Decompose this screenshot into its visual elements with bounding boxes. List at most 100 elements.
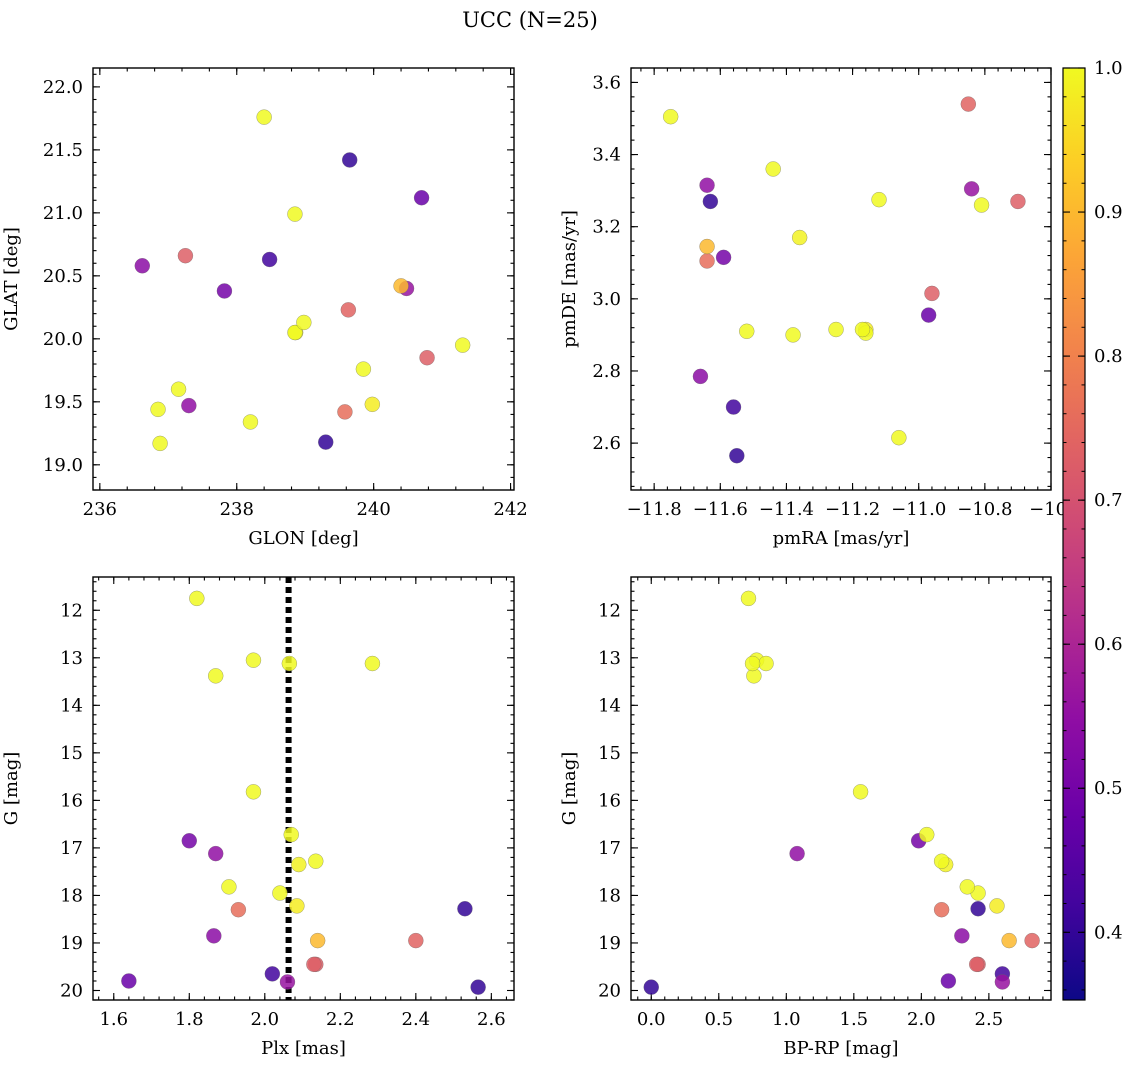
scatter-point — [699, 253, 715, 269]
scatter-point — [920, 307, 937, 323]
scatter-point — [121, 973, 137, 989]
scatter-point — [309, 932, 326, 949]
scatter-point — [256, 109, 272, 125]
colorbar-tick-label: 0.7 — [1094, 490, 1123, 511]
scatter-point — [287, 206, 303, 222]
y-tick-label: 20 — [598, 980, 621, 1001]
scatter-point — [699, 177, 715, 193]
colorbar-tick-label: 0.8 — [1094, 346, 1123, 367]
x-tick-label: 1.6 — [99, 1009, 128, 1030]
scatter-point — [785, 327, 801, 343]
y-tick-label: 17 — [60, 838, 83, 859]
x-tick-label: −10. — [1029, 499, 1073, 520]
scatter-point — [989, 898, 1005, 914]
scatter-point — [854, 321, 871, 338]
scatter-point — [291, 856, 307, 873]
x-tick-label: 0.5 — [704, 1009, 733, 1030]
y-tick-label: 19.0 — [43, 455, 83, 476]
y-tick-label: 14 — [598, 695, 621, 716]
scatter-point — [289, 898, 305, 914]
scatter-point — [959, 879, 976, 895]
scatter-point — [245, 652, 262, 668]
figure-title: UCC (N=25) — [462, 8, 598, 32]
y-tick-label: 15 — [60, 743, 83, 764]
x-tick-label: 2.2 — [326, 1009, 355, 1030]
scatter-point — [729, 447, 745, 464]
scatter-point — [206, 928, 222, 944]
scatter-points — [662, 96, 1026, 464]
scatter-point — [245, 784, 262, 800]
y-tick-label: 18 — [598, 885, 621, 906]
scatter-point — [355, 361, 372, 377]
scatter-point — [283, 826, 299, 843]
scatter-point — [337, 404, 353, 420]
scatter-point — [317, 434, 334, 450]
scatter-point — [393, 278, 409, 294]
x-tick-label: −10.8 — [957, 499, 1012, 520]
scatter-point — [740, 590, 757, 607]
scatter-point — [281, 655, 298, 672]
scatter-point — [364, 396, 381, 413]
axes-frame — [92, 67, 515, 491]
scatter-point — [408, 932, 424, 949]
scatter-panels: 236 238 240 242 19.0 19.5 20.0 20.5 21.0 21.5 22.0… — [1, 67, 1073, 1059]
x-tick-label: 2.5 — [975, 1009, 1004, 1030]
scatter-point — [134, 258, 151, 274]
y-axis-label: GLAT [deg] — [1, 227, 22, 331]
scatter-point — [940, 973, 957, 989]
x-tick-label: 0.0 — [637, 1009, 666, 1030]
panel-4: 0.0 0.5 1.0 1.5 2.0 2.5 12 13 14 15 16 17 18 19 20 BP-R… — [559, 576, 1052, 1059]
panel-3: 1.6 1.8 2.0 2.2 2.4 2.6 12 13 14 15 16 17 18 19 20 Plx … — [1, 576, 515, 1059]
x-tick-label: −11.8 — [627, 499, 682, 520]
scatter-point — [924, 285, 940, 302]
scatter-point — [181, 833, 198, 849]
colorbar-gradient — [1063, 68, 1085, 1000]
scatter-point — [891, 429, 907, 446]
scatter-point — [994, 974, 1011, 990]
scatter-point — [170, 381, 187, 397]
y-tick-label: 13 — [60, 648, 83, 669]
scatter-point — [150, 401, 166, 418]
scatter-point — [207, 845, 224, 862]
colorbar-tick-label: 1.0 — [1094, 58, 1123, 79]
scatter-points — [121, 577, 486, 1000]
scatter-point — [970, 900, 986, 917]
y-axis-label: G [mag] — [559, 752, 580, 825]
scatter-point — [177, 247, 194, 264]
y-tick-label: 12 — [598, 600, 621, 621]
scatter-point — [207, 668, 224, 684]
y-axis-label: pmDE [mas/yr] — [559, 210, 580, 348]
y-tick-label: 19 — [60, 933, 83, 954]
scatter-point — [308, 853, 324, 869]
x-tick-label: 1.8 — [175, 1009, 204, 1030]
scatter-point — [1001, 932, 1017, 949]
scatter-point — [715, 249, 732, 266]
x-tick-label: 238 — [220, 499, 254, 520]
x-axis-label: Plx [mas] — [261, 1038, 346, 1059]
y-tick-label: 20 — [60, 980, 83, 1001]
x-tick-label: 1.0 — [772, 1009, 801, 1030]
scatter-point — [264, 966, 281, 982]
axis-ticks — [631, 577, 1051, 1001]
y-tick-label: 12 — [60, 600, 83, 621]
y-tick-label: 15 — [598, 743, 621, 764]
scatter-point — [457, 900, 473, 917]
colorbar-tick-label: 0.6 — [1094, 634, 1123, 655]
scatter-point — [828, 321, 844, 338]
scatter-point — [963, 181, 980, 197]
scatter-point — [960, 96, 977, 112]
scatter-point — [699, 238, 715, 255]
x-tick-label: 240 — [356, 499, 390, 520]
scatter-point — [454, 337, 471, 353]
axes-frame — [630, 576, 1052, 1001]
scatter-points — [643, 590, 1040, 995]
y-tick-label: 16 — [598, 790, 621, 811]
y-tick-label: 20.0 — [43, 329, 83, 350]
scatter-point — [852, 784, 869, 800]
scatter-point — [296, 314, 312, 331]
scatter-point — [419, 349, 435, 366]
scatter-point — [662, 108, 679, 125]
colorbar-tick-label: 0.9 — [1094, 202, 1123, 223]
x-tick-label: −11.6 — [693, 499, 748, 520]
